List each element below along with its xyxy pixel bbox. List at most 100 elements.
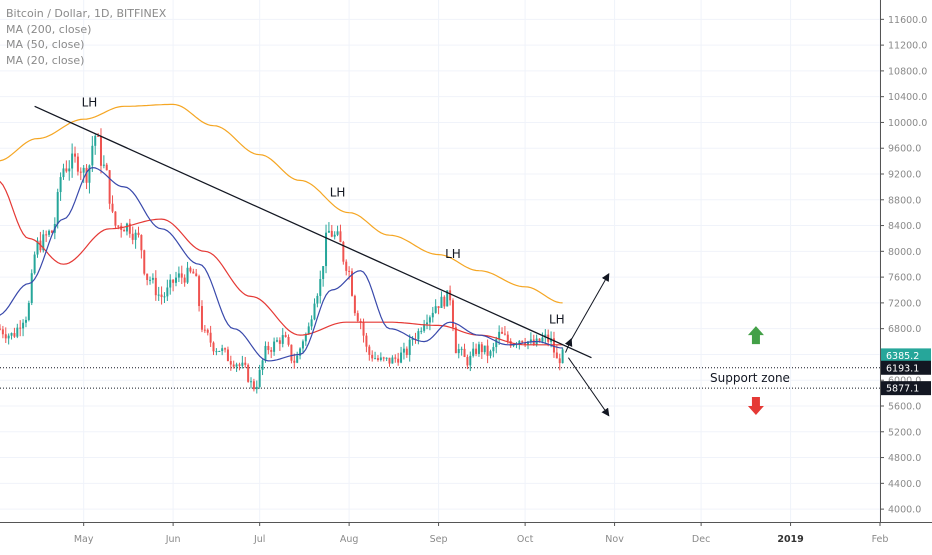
candle-body xyxy=(408,339,411,355)
x-tick-label: Nov xyxy=(605,534,624,545)
candle-body xyxy=(322,266,325,280)
indicator-ma20-label[interactable]: MA (20, close) xyxy=(6,53,85,67)
y-tick-label: 4800.0 xyxy=(888,453,921,464)
x-tick-label: Feb xyxy=(872,534,889,545)
indicator-ma200-label[interactable]: MA (200, close) xyxy=(6,22,92,36)
candle-body xyxy=(131,233,134,240)
candle-body xyxy=(206,329,209,333)
candle-body xyxy=(345,261,348,271)
candle-body xyxy=(65,168,68,172)
y-tick-label: 4000.0 xyxy=(888,505,921,516)
candle-body xyxy=(480,344,483,353)
candle-body xyxy=(333,234,336,237)
candle-body xyxy=(385,357,388,359)
candle-body xyxy=(252,381,255,390)
candle-body xyxy=(108,170,111,204)
support-bottom-label: 5877.1 xyxy=(886,384,919,395)
candle-body xyxy=(273,341,276,352)
y-tick-label: 9600.0 xyxy=(888,144,921,155)
bullish-arrow-icon xyxy=(747,326,764,345)
candle-body xyxy=(405,348,408,355)
candle-body xyxy=(339,231,342,243)
candle-body xyxy=(189,267,192,272)
candle-body xyxy=(475,348,478,354)
candle-body xyxy=(477,344,480,354)
candle-body xyxy=(388,357,391,364)
candle-body xyxy=(495,339,498,348)
candle-body xyxy=(229,361,232,365)
support-zone-label: Support zone xyxy=(710,371,790,385)
candle-body xyxy=(264,345,267,361)
x-tick-label: Sep xyxy=(430,534,448,545)
candle-body xyxy=(460,348,463,350)
candle-body xyxy=(13,333,16,337)
candle-body xyxy=(472,348,475,356)
projection-arrow[interactable] xyxy=(567,357,610,417)
candle-body xyxy=(310,319,313,327)
x-tick-label: Aug xyxy=(340,534,359,545)
candle-body xyxy=(518,340,521,345)
candle-body xyxy=(307,326,310,335)
candle-body xyxy=(336,231,339,235)
candle-body xyxy=(56,192,59,224)
candle-body xyxy=(123,229,126,232)
candle-body xyxy=(483,345,486,353)
candle-body xyxy=(278,340,281,344)
y-tick-label: 10400.0 xyxy=(888,92,927,103)
candle-body xyxy=(169,279,172,288)
candle-body xyxy=(218,350,221,352)
x-tick-label: Dec xyxy=(692,534,710,545)
candle-body xyxy=(299,348,302,356)
candle-body xyxy=(558,358,561,364)
support-bottom-label-bg xyxy=(881,381,931,396)
candle-body xyxy=(68,168,71,172)
candle-body xyxy=(238,364,241,366)
symbol-title: Bitcoin / Dollar, 1D, BITFINEX xyxy=(6,7,167,20)
candle-body xyxy=(552,338,555,353)
candle-body xyxy=(313,303,316,320)
candle-body xyxy=(394,357,397,359)
candle-body xyxy=(203,329,206,331)
candle-body xyxy=(275,340,278,342)
candle-body xyxy=(555,352,558,359)
candle-body xyxy=(382,357,385,359)
candle-body xyxy=(397,358,400,363)
candle-body xyxy=(293,360,296,363)
candle-body xyxy=(114,211,117,226)
candle-body xyxy=(33,254,36,274)
candle-body xyxy=(166,287,169,297)
projection-arrow[interactable] xyxy=(567,273,610,346)
candle-body xyxy=(4,334,7,339)
candle-body xyxy=(180,273,183,278)
candle-body xyxy=(301,341,304,349)
candle-body xyxy=(221,348,224,351)
y-tick-label: 9200.0 xyxy=(888,170,921,181)
candle-body xyxy=(172,279,175,283)
candle-body xyxy=(224,348,227,350)
candle-body xyxy=(466,356,469,366)
candle-body xyxy=(527,341,529,345)
descending-trendline[interactable] xyxy=(34,105,592,359)
candle-body xyxy=(247,364,250,382)
candle-body xyxy=(143,250,146,274)
candle-body xyxy=(446,290,449,307)
candle-body xyxy=(24,319,27,323)
candle-body xyxy=(561,349,564,364)
candle-body xyxy=(529,339,532,342)
lh-label: LH xyxy=(445,247,461,261)
candle-body xyxy=(379,357,382,360)
last-price-label: 6385.2 xyxy=(886,351,919,362)
candle-body xyxy=(137,232,140,236)
candle-body xyxy=(88,165,91,183)
candle-body xyxy=(195,273,198,277)
candle-body xyxy=(128,223,131,234)
candle-body xyxy=(342,242,345,262)
candle-body xyxy=(255,386,258,390)
indicator-ma50-label[interactable]: MA (50, close) xyxy=(6,38,85,51)
candle-body xyxy=(0,328,1,330)
candle-body xyxy=(353,295,356,314)
candle-body xyxy=(62,168,65,178)
candle-body xyxy=(209,332,212,343)
